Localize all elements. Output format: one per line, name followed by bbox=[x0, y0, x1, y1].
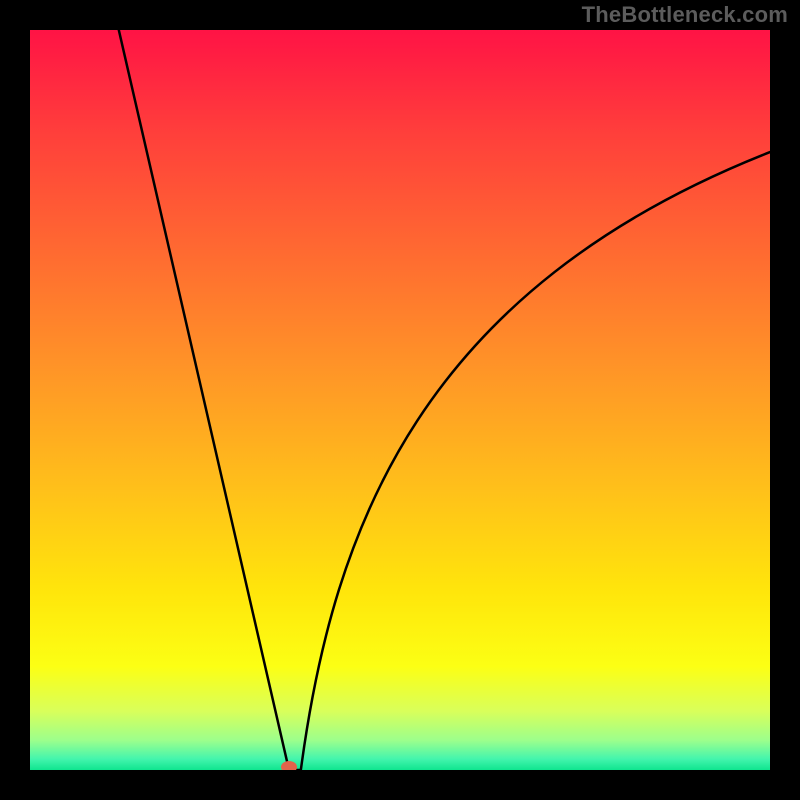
watermark-text: TheBottleneck.com bbox=[582, 2, 788, 28]
border bbox=[0, 770, 800, 800]
root-container: TheBottleneck.com bbox=[0, 0, 800, 800]
border bbox=[0, 0, 30, 800]
gradient-background bbox=[30, 30, 770, 770]
bottleneck-chart bbox=[0, 0, 800, 800]
border bbox=[770, 0, 800, 800]
